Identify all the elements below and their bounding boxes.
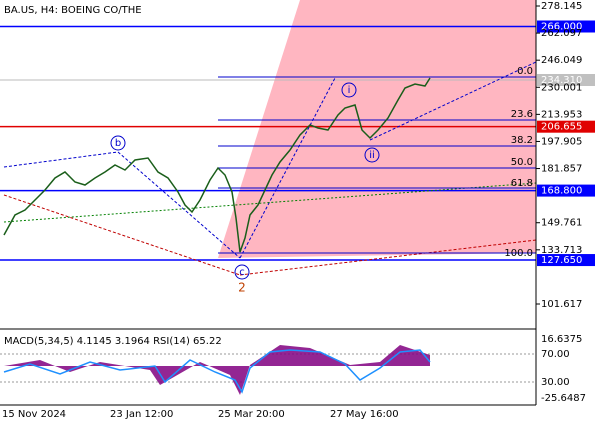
- fib-lines: [218, 76, 536, 254]
- price-axis: 278.145 262.097 246.049 230.001 213.953 197.9…: [536, 1, 582, 310]
- trendline: [117, 151, 241, 259]
- fib-label: 61.8: [511, 178, 533, 189]
- date-label: 27 May 16:00: [330, 409, 399, 420]
- indicator-title: MACD(5,34,5) 4.1145 3.1964 RSI(14) 65.22: [4, 336, 222, 347]
- level-box: [537, 120, 595, 133]
- price-tick-label: 262.097: [541, 28, 582, 39]
- fib-label: 50.0: [511, 157, 533, 168]
- indicator-axis-label: 70.00: [541, 349, 570, 360]
- price-tick-label: 181.857: [541, 164, 582, 175]
- indicator-panel: MACD(5,34,5) 4.1145 3.1964 RSI(14) 65.22…: [0, 334, 586, 404]
- date-label: 25 Mar 20:00: [218, 409, 285, 420]
- wave-label: ii: [369, 150, 375, 161]
- price-tick-label: 213.953: [541, 109, 582, 120]
- trendline: [3, 194, 241, 276]
- level-label: 206.655: [541, 122, 582, 133]
- indicator-axis-label: -25.6487: [541, 393, 586, 404]
- trendline: [3, 151, 119, 168]
- wave-label: b: [115, 138, 121, 149]
- wave-label: c: [239, 267, 245, 278]
- level-box: [537, 20, 595, 33]
- price-tick-label: 149.761: [541, 218, 582, 229]
- level-box: [537, 254, 595, 267]
- indicator-axis-label: 30.00: [541, 377, 570, 388]
- price-tick-label: 133.713: [541, 245, 582, 256]
- date-label: 15 Nov 2024: [2, 409, 66, 420]
- current-price-box: [537, 73, 595, 86]
- fib-label: 0.0: [517, 66, 533, 77]
- wave-label: 2: [238, 281, 246, 295]
- symbol-header: BA.US, H4: BOEING CO/THE: [4, 5, 142, 16]
- levels: 266.000 206.655 168.800 127.650 234.310: [0, 20, 595, 267]
- price-tick-label: 101.617: [541, 299, 582, 310]
- price-tick-label: 278.145: [541, 1, 582, 12]
- indicator-axis-label: 16.6375: [541, 334, 582, 345]
- level-box: [537, 184, 595, 197]
- current-price-label: 234.310: [541, 75, 582, 86]
- rsi-line: [3, 349, 431, 394]
- level-label: 266.000: [541, 22, 582, 33]
- price-path: [3, 77, 431, 253]
- price-tick-label: 230.001: [541, 82, 582, 93]
- wave-marker: [110, 135, 126, 151]
- wave-labels: i ii b c 2: [110, 82, 380, 295]
- date-label: 23 Jan 12:00: [110, 409, 173, 420]
- fib-labels: 0.0 23.6 38.2 50.0 61.8 100.0: [504, 66, 533, 259]
- price-tick-label: 197.905: [541, 136, 582, 147]
- fib-label: 100.0: [504, 248, 533, 259]
- projection-zone: [218, 0, 536, 258]
- trendline: [3, 182, 537, 223]
- fib-label: 23.6: [511, 109, 533, 120]
- level-label: 127.650: [541, 255, 582, 266]
- wave-marker: [364, 147, 380, 163]
- level-label: 168.800: [541, 186, 582, 197]
- wave-label: i: [348, 85, 351, 96]
- wave-marker: [234, 264, 250, 280]
- trendline: [369, 61, 537, 141]
- price-tick-label: 246.049: [541, 55, 582, 66]
- wave-marker: [341, 82, 357, 98]
- fib-label: 38.2: [511, 135, 533, 146]
- macd-histogram: [4, 345, 430, 395]
- time-axis: 15 Nov 2024 23 Jan 12:00 25 Mar 20:00 27…: [2, 409, 399, 420]
